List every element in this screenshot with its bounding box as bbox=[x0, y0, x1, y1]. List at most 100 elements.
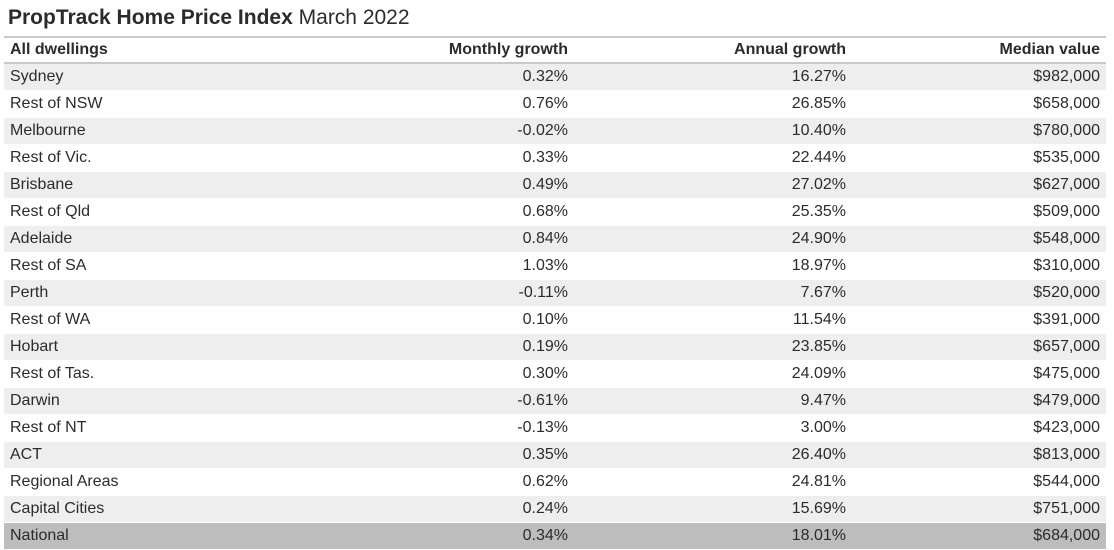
table-row: Perth -0.11% 7.67% $520,000 bbox=[4, 279, 1106, 307]
monthly-growth-cell: 0.68% bbox=[274, 198, 574, 226]
region-cell: Perth bbox=[4, 279, 274, 307]
column-header-annual-growth: Annual growth bbox=[574, 36, 852, 64]
median-value-cell: $509,000 bbox=[852, 198, 1106, 226]
region-cell: Rest of Vic. bbox=[4, 144, 274, 172]
median-value-cell: $310,000 bbox=[852, 252, 1106, 280]
monthly-growth-cell: -0.11% bbox=[274, 279, 574, 307]
header-row: All dwellings Monthly growth Annual grow… bbox=[4, 36, 1106, 64]
monthly-growth-cell: 0.35% bbox=[274, 441, 574, 469]
median-value-cell: $423,000 bbox=[852, 414, 1106, 442]
region-cell: Darwin bbox=[4, 387, 274, 415]
table-row: Melbourne -0.02% 10.40% $780,000 bbox=[4, 117, 1106, 145]
median-value-cell: $544,000 bbox=[852, 468, 1106, 496]
annual-growth-cell: 11.54% bbox=[574, 306, 852, 334]
home-price-table: All dwellings Monthly growth Annual grow… bbox=[4, 36, 1106, 550]
column-header-monthly-growth: Monthly growth bbox=[274, 36, 574, 64]
region-cell: Rest of NT bbox=[4, 414, 274, 442]
median-value-cell: $982,000 bbox=[852, 63, 1106, 91]
monthly-growth-cell: 0.76% bbox=[274, 90, 574, 118]
median-value-cell: $520,000 bbox=[852, 279, 1106, 307]
region-cell: ACT bbox=[4, 441, 274, 469]
median-value-cell: $391,000 bbox=[852, 306, 1106, 334]
region-cell: Adelaide bbox=[4, 225, 274, 253]
column-header-region: All dwellings bbox=[4, 36, 274, 64]
table-row: Rest of WA 0.10% 11.54% $391,000 bbox=[4, 306, 1106, 334]
median-value-cell: $813,000 bbox=[852, 441, 1106, 469]
table-row: Rest of SA 1.03% 18.97% $310,000 bbox=[4, 252, 1106, 280]
annual-growth-cell: 26.40% bbox=[574, 441, 852, 469]
table-row: Rest of NSW 0.76% 26.85% $658,000 bbox=[4, 90, 1106, 118]
annual-growth-cell: 18.97% bbox=[574, 252, 852, 280]
monthly-growth-cell: 0.84% bbox=[274, 225, 574, 253]
region-cell: Melbourne bbox=[4, 117, 274, 145]
annual-growth-cell: 18.01% bbox=[574, 522, 852, 550]
table-row: Capital Cities 0.24% 15.69% $751,000 bbox=[4, 495, 1106, 523]
median-value-cell: $751,000 bbox=[852, 495, 1106, 523]
region-cell: Regional Areas bbox=[4, 468, 274, 496]
annual-growth-cell: 26.85% bbox=[574, 90, 852, 118]
region-cell: Brisbane bbox=[4, 171, 274, 199]
annual-growth-cell: 25.35% bbox=[574, 198, 852, 226]
annual-growth-cell: 10.40% bbox=[574, 117, 852, 145]
table-row: National 0.34% 18.01% $684,000 bbox=[4, 522, 1106, 550]
title-brand: PropTrack Home Price Index bbox=[8, 6, 293, 29]
column-header-median-value: Median value bbox=[852, 36, 1106, 64]
table-row: Hobart 0.19% 23.85% $657,000 bbox=[4, 333, 1106, 361]
annual-growth-cell: 7.67% bbox=[574, 279, 852, 307]
annual-growth-cell: 16.27% bbox=[574, 63, 852, 91]
monthly-growth-cell: 0.32% bbox=[274, 63, 574, 91]
region-cell: Rest of NSW bbox=[4, 90, 274, 118]
monthly-growth-cell: 0.62% bbox=[274, 468, 574, 496]
monthly-growth-cell: 0.49% bbox=[274, 171, 574, 199]
annual-growth-cell: 22.44% bbox=[574, 144, 852, 172]
median-value-cell: $658,000 bbox=[852, 90, 1106, 118]
monthly-growth-cell: 0.34% bbox=[274, 522, 574, 550]
table-row: Rest of Vic. 0.33% 22.44% $535,000 bbox=[4, 144, 1106, 172]
monthly-growth-cell: 0.19% bbox=[274, 333, 574, 361]
annual-growth-cell: 3.00% bbox=[574, 414, 852, 442]
median-value-cell: $657,000 bbox=[852, 333, 1106, 361]
table-row: Adelaide 0.84% 24.90% $548,000 bbox=[4, 225, 1106, 253]
table-row: Sydney 0.32% 16.27% $982,000 bbox=[4, 63, 1106, 91]
monthly-growth-cell: 0.24% bbox=[274, 495, 574, 523]
table-body: Sydney 0.32% 16.27% $982,000 Rest of NSW 0.76… bbox=[4, 63, 1106, 550]
region-cell: Sydney bbox=[4, 63, 274, 91]
annual-growth-cell: 24.09% bbox=[574, 360, 852, 388]
region-cell: Rest of SA bbox=[4, 252, 274, 280]
annual-growth-cell: 24.81% bbox=[574, 468, 852, 496]
median-value-cell: $548,000 bbox=[852, 225, 1106, 253]
table-row: Rest of NT -0.13% 3.00% $423,000 bbox=[4, 414, 1106, 442]
table-row: Rest of Tas. 0.30% 24.09% $475,000 bbox=[4, 360, 1106, 388]
region-cell: National bbox=[4, 522, 274, 550]
median-value-cell: $627,000 bbox=[852, 171, 1106, 199]
monthly-growth-cell: 0.30% bbox=[274, 360, 574, 388]
monthly-growth-cell: -0.13% bbox=[274, 414, 574, 442]
monthly-growth-cell: 0.33% bbox=[274, 144, 574, 172]
median-value-cell: $684,000 bbox=[852, 522, 1106, 550]
table-row: Brisbane 0.49% 27.02% $627,000 bbox=[4, 171, 1106, 199]
annual-growth-cell: 27.02% bbox=[574, 171, 852, 199]
region-cell: Capital Cities bbox=[4, 495, 274, 523]
monthly-growth-cell: 0.10% bbox=[274, 306, 574, 334]
table-row: Rest of Qld 0.68% 25.35% $509,000 bbox=[4, 198, 1106, 226]
table-row: Darwin -0.61% 9.47% $479,000 bbox=[4, 387, 1106, 415]
table-title: PropTrack Home Price Index March 2022 bbox=[8, 2, 410, 34]
monthly-growth-cell: -0.61% bbox=[274, 387, 574, 415]
region-cell: Hobart bbox=[4, 333, 274, 361]
annual-growth-cell: 23.85% bbox=[574, 333, 852, 361]
table-row: ACT 0.35% 26.40% $813,000 bbox=[4, 441, 1106, 469]
title-period: March 2022 bbox=[298, 6, 410, 29]
monthly-growth-cell: -0.02% bbox=[274, 117, 574, 145]
region-cell: Rest of WA bbox=[4, 306, 274, 334]
median-value-cell: $535,000 bbox=[852, 144, 1106, 172]
annual-growth-cell: 24.90% bbox=[574, 225, 852, 253]
annual-growth-cell: 9.47% bbox=[574, 387, 852, 415]
median-value-cell: $475,000 bbox=[852, 360, 1106, 388]
median-value-cell: $780,000 bbox=[852, 117, 1106, 145]
monthly-growth-cell: 1.03% bbox=[274, 252, 574, 280]
annual-growth-cell: 15.69% bbox=[574, 495, 852, 523]
table-row: Regional Areas 0.62% 24.81% $544,000 bbox=[4, 468, 1106, 496]
median-value-cell: $479,000 bbox=[852, 387, 1106, 415]
region-cell: Rest of Qld bbox=[4, 198, 274, 226]
